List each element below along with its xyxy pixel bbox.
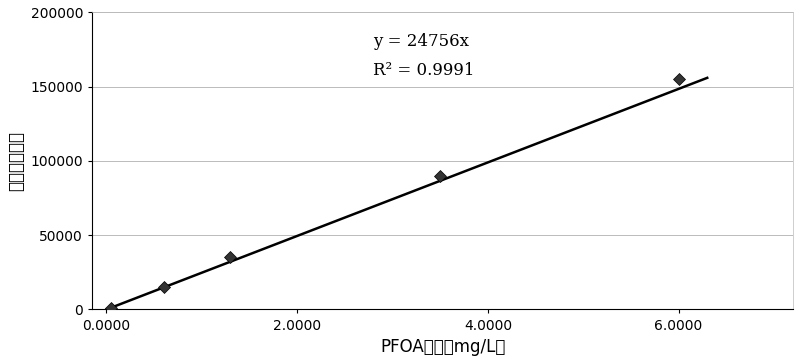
X-axis label: PFOA浓度（mg/L）: PFOA浓度（mg/L） bbox=[380, 338, 506, 356]
Text: y = 24756x: y = 24756x bbox=[374, 33, 470, 50]
Y-axis label: 峰面积响应値: 峰面积响应値 bbox=[7, 131, 25, 191]
Text: R² = 0.9991: R² = 0.9991 bbox=[374, 62, 475, 79]
